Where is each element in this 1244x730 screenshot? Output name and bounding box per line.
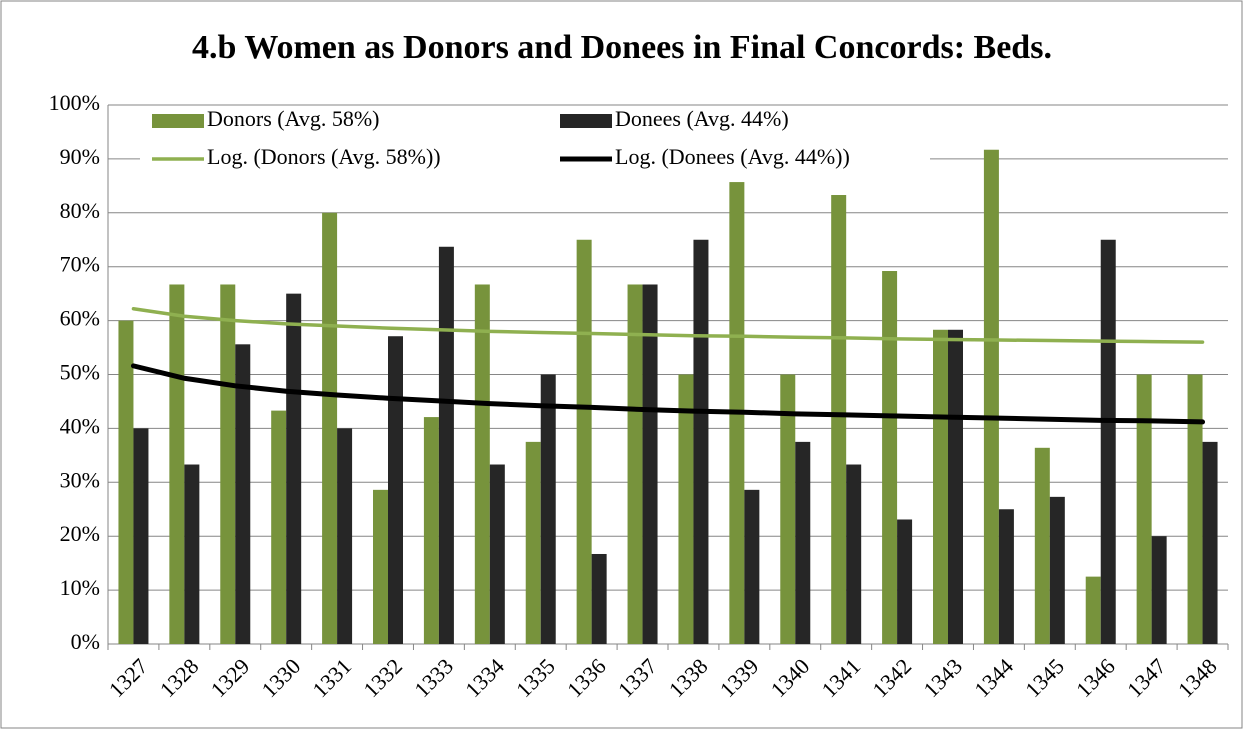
bar (474, 284, 490, 644)
bar (286, 293, 302, 644)
y-tick-label: 60% (60, 306, 100, 331)
bar (1034, 447, 1050, 644)
bar (846, 464, 862, 644)
y-tick-label: 20% (60, 521, 100, 546)
bar (591, 553, 607, 644)
bar (438, 246, 454, 644)
y-tick-label: 10% (60, 575, 100, 600)
bar (540, 374, 556, 644)
y-tick-label: 40% (60, 413, 100, 438)
bar (373, 489, 388, 644)
bar (118, 320, 134, 644)
legend-swatch (152, 114, 204, 128)
legend-label: Log. (Donees (Avg. 44%)) (615, 144, 850, 169)
bar (489, 464, 505, 644)
bar (423, 417, 439, 644)
y-tick-label: 70% (60, 252, 100, 277)
bar (627, 284, 643, 644)
bar (1049, 496, 1065, 644)
legend-background (140, 106, 930, 176)
bar (882, 271, 898, 644)
bar (1202, 441, 1218, 644)
bar (983, 149, 999, 644)
bar (693, 239, 709, 644)
bar (1136, 374, 1152, 644)
y-tick-label: 0% (71, 629, 100, 654)
bar (525, 441, 541, 644)
trend-line (130, 363, 1206, 425)
bar (184, 464, 200, 644)
bar (220, 284, 236, 644)
bar (271, 410, 287, 644)
bar (1085, 576, 1101, 644)
chart-title: 4.b Women as Donors and Donees in Final … (192, 29, 1052, 66)
bar (576, 239, 592, 644)
legend-label: Donees (Avg. 44%) (615, 106, 789, 131)
bar (642, 284, 658, 644)
bar (678, 374, 694, 644)
bar (948, 329, 963, 644)
y-tick-label: 80% (60, 198, 100, 223)
bar (1100, 239, 1116, 644)
bar (831, 195, 847, 644)
y-tick-label: 90% (60, 144, 100, 169)
legend-label: Donors (Avg. 58%) (207, 106, 380, 131)
bar (133, 428, 149, 644)
bar (235, 344, 251, 644)
legend-swatch (560, 114, 612, 128)
y-tick-label: 100% (49, 90, 100, 115)
bar (337, 428, 353, 644)
bar (388, 336, 403, 644)
bar (780, 374, 796, 644)
bar (1151, 536, 1167, 644)
bar (795, 441, 811, 644)
bar (322, 212, 338, 645)
y-tick-label: 30% (60, 467, 100, 492)
bar (1187, 374, 1203, 644)
bar (933, 329, 948, 644)
bar (169, 284, 185, 644)
legend-label: Log. (Donors (Avg. 58%)) (207, 144, 441, 169)
bar (998, 509, 1014, 644)
trend-line (131, 306, 1205, 344)
y-tick-label: 50% (60, 360, 100, 385)
bar (744, 489, 760, 644)
bar (897, 519, 913, 644)
